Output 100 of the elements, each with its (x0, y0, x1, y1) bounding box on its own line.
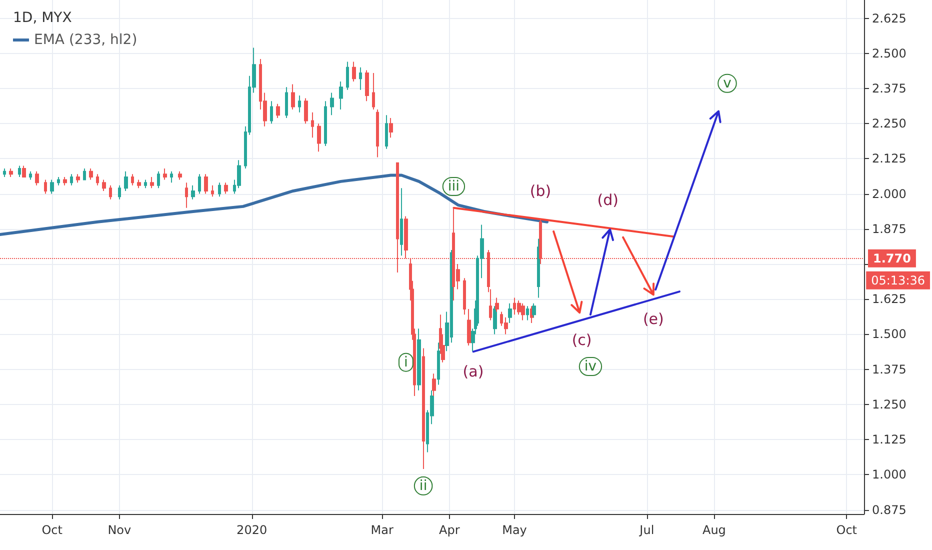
candlestick (35, 170, 39, 186)
candlestick (163, 168, 167, 180)
candlestick (83, 168, 86, 180)
text: 1D, MYX (13, 10, 72, 26)
x-tick-label: Jul (638, 523, 654, 537)
candlestick (311, 112, 314, 138)
annotation: iv (584, 358, 597, 375)
x-tick-label: May (502, 523, 527, 537)
candlestick (493, 306, 497, 335)
y-tick-label: 1.500 (872, 327, 906, 342)
candlestick (157, 170, 160, 189)
x-tick-label: Nov (108, 523, 132, 537)
candlestick (218, 182, 221, 198)
candlestick (89, 168, 93, 180)
y-tick-label: 2.125 (872, 152, 906, 166)
candlestick (532, 302, 536, 318)
y-tick-label: 2.250 (872, 116, 906, 131)
annotation: (a) (462, 362, 484, 381)
candlestick (432, 373, 436, 397)
candlestick (508, 302, 512, 324)
candlestick (304, 98, 308, 124)
candlestick (224, 182, 228, 194)
x-tick-label: 2020 (236, 523, 268, 537)
candlestick (400, 188, 403, 256)
annotation: iii (448, 178, 460, 194)
y-tick-label: 1.375 (872, 362, 906, 376)
y-tick-label: 1.000 (872, 468, 906, 482)
candlestick (44, 179, 47, 194)
candlestick (422, 348, 425, 470)
candlestick (63, 176, 67, 186)
candlestick (372, 72, 375, 110)
annotation: (e) (642, 310, 664, 328)
candlestick (185, 182, 188, 208)
candlestick (22, 165, 26, 178)
legend-label: EMA (233, hl2) (34, 32, 138, 48)
candlestick (298, 94, 301, 113)
candlestick (70, 174, 73, 186)
y-tick-label: 2.625 (872, 11, 906, 26)
candlestick (124, 170, 128, 192)
candlestick (376, 109, 379, 158)
candlestick (291, 84, 295, 110)
candlestick (170, 170, 173, 184)
x-tick-label: Oct (42, 523, 63, 537)
candlestick (330, 92, 334, 116)
candlestick (102, 179, 106, 192)
y-tick-label: 1.250 (872, 397, 906, 412)
candlestick (118, 184, 121, 200)
candlestick (339, 80, 343, 110)
candlestick (211, 184, 214, 198)
y-tick-label: 2.000 (872, 186, 906, 201)
line-series (0, 174, 549, 236)
candlestick (352, 61, 356, 82)
candlestick (198, 174, 201, 194)
candlestick (521, 302, 525, 321)
candlestick (50, 179, 54, 194)
candlestick (463, 278, 466, 316)
x-tick-label: Oct (836, 523, 858, 537)
candlestick (346, 61, 349, 90)
candlestick (365, 70, 369, 102)
candlestick (131, 174, 134, 186)
candlestick (389, 117, 393, 138)
annotation: v (723, 75, 732, 92)
annotation: i (404, 354, 408, 370)
text: 05:13:36 (871, 273, 926, 288)
candlestick (526, 306, 529, 321)
y-tick-label: 2.500 (872, 46, 906, 60)
candlestick (204, 174, 208, 194)
y-tick-label: 1.625 (872, 292, 906, 306)
candlestick (537, 238, 540, 298)
candlestick (96, 174, 99, 186)
candlestick (29, 170, 32, 180)
candlestick (76, 174, 80, 184)
y-tick-label: 0.875 (872, 502, 906, 517)
candlestick (270, 100, 273, 124)
annotation: (c) (572, 330, 592, 349)
annotation: ii (419, 478, 428, 494)
candlestick (495, 297, 499, 312)
candlestick (109, 184, 112, 200)
candlestick (191, 184, 195, 200)
candlestick (276, 103, 280, 118)
candlestick (144, 179, 147, 189)
y-tick-label: 1.875 (872, 222, 906, 236)
candlestick (150, 176, 154, 189)
candlestick (137, 179, 141, 189)
x-tick-label: Apr (438, 523, 460, 537)
annotation: (b) (530, 182, 552, 200)
candlestick (178, 170, 182, 180)
ref-line-label: 1.770 (873, 251, 911, 266)
candlestick (3, 168, 6, 178)
candlestick (18, 165, 21, 178)
y-tick-label: 2.375 (872, 81, 906, 96)
candlestick (417, 328, 421, 391)
candlestick (467, 308, 471, 346)
candlestick (57, 176, 60, 186)
candlestick (317, 123, 321, 152)
candlestick (285, 86, 288, 118)
annotation: (d) (597, 191, 618, 210)
candlestick (359, 66, 362, 90)
candlestick (324, 100, 327, 147)
x-tick-label: Aug (702, 523, 726, 537)
